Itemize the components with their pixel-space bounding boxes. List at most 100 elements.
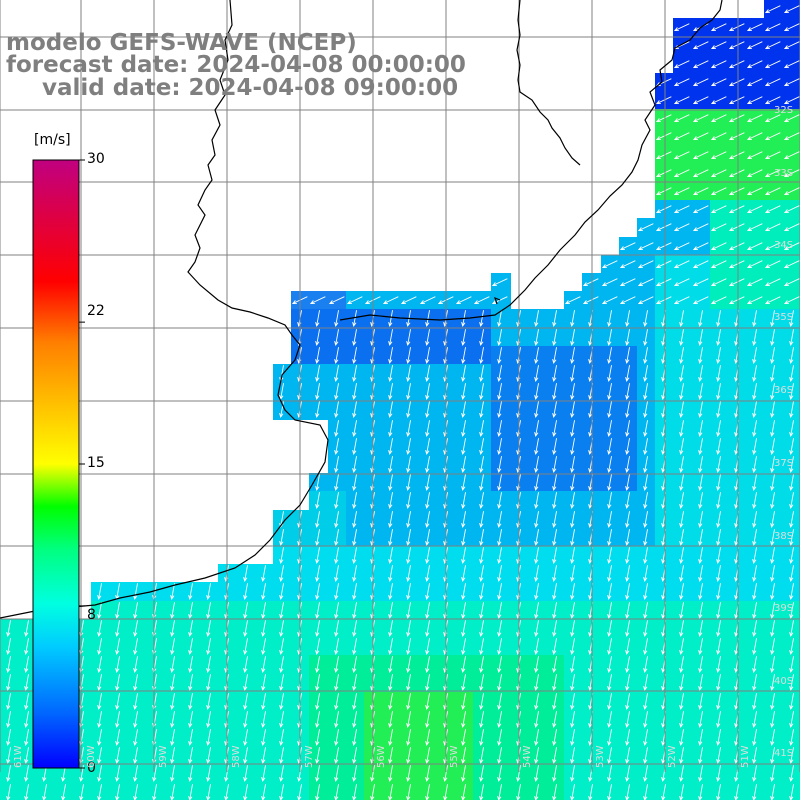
wind-cell <box>237 619 257 639</box>
wind-arrow <box>625 729 630 746</box>
wind-cell <box>291 764 311 784</box>
wind-cell <box>746 692 766 712</box>
wind-arrow <box>6 656 11 673</box>
wind-cell <box>400 619 420 639</box>
wind-cell <box>400 291 420 311</box>
wind-arrow <box>425 492 430 509</box>
wind-cell <box>510 582 530 602</box>
wind-arrow <box>334 711 339 728</box>
wind-cell <box>673 455 693 475</box>
wind-cell <box>273 564 293 584</box>
wind-arrow <box>789 656 794 673</box>
wind-cell <box>764 91 784 111</box>
wind-arrow <box>352 529 357 546</box>
wind-arrow <box>497 401 502 418</box>
wind-arrow <box>552 511 557 528</box>
wind-arrow <box>461 438 466 455</box>
wind-cell <box>127 764 147 784</box>
wind-arrow <box>716 583 721 600</box>
wind-cell <box>564 328 584 348</box>
wind-cell <box>491 637 511 657</box>
lat-label: 39S <box>774 603 794 614</box>
wind-arrow <box>619 242 636 251</box>
wind-arrow <box>334 620 339 637</box>
wind-cell <box>692 309 712 329</box>
wind-cell <box>346 437 366 457</box>
wind-arrow <box>783 132 800 141</box>
wind-cell <box>400 346 420 366</box>
wind-arrow <box>261 583 266 600</box>
wind-cell <box>364 419 384 439</box>
wind-cell <box>619 364 639 384</box>
wind-cell <box>473 655 493 675</box>
wind-arrow <box>425 693 430 710</box>
wind-cell <box>764 437 784 457</box>
wind-arrow <box>315 711 320 728</box>
wind-arrow <box>692 187 709 196</box>
wind-cell <box>619 510 639 530</box>
wind-cell <box>0 746 20 766</box>
wind-arrow <box>770 765 775 782</box>
wind-cell <box>564 346 584 366</box>
wind-arrow <box>552 365 557 382</box>
wind-arrow <box>607 747 612 764</box>
wind-arrow <box>188 656 193 673</box>
wind-cell <box>510 364 530 384</box>
wind-cell <box>382 364 402 384</box>
wind-cell <box>473 637 493 657</box>
wind-cell <box>364 437 384 457</box>
wind-cell <box>400 655 420 675</box>
wind-arrow <box>534 656 539 673</box>
wind-cell <box>0 710 20 730</box>
wind-cell <box>746 36 766 56</box>
wind-arrow <box>133 674 138 691</box>
wind-arrow <box>643 438 648 455</box>
wind-arrow <box>728 223 745 232</box>
wind-cell <box>437 637 457 657</box>
wind-cell <box>382 510 402 530</box>
wind-cell <box>346 455 366 475</box>
wind-cell <box>291 710 311 730</box>
wind-cell <box>473 309 493 329</box>
wind-cell <box>783 218 800 238</box>
wind-cell <box>746 255 766 275</box>
wind-cell <box>601 473 621 493</box>
wind-arrow <box>625 310 630 327</box>
wind-cell <box>673 473 693 493</box>
wind-arrow <box>698 347 703 364</box>
wind-arrow <box>315 547 320 564</box>
wind-arrow <box>673 296 690 305</box>
wind-arrow <box>334 438 339 455</box>
wind-arrow <box>115 693 120 710</box>
wind-arrow <box>279 674 284 691</box>
wind-cell <box>419 473 439 493</box>
wind-arrow <box>497 747 502 764</box>
wind-cell <box>109 746 129 766</box>
wind-cell <box>382 309 402 329</box>
wind-cell <box>546 419 566 439</box>
wind-arrow <box>728 151 745 160</box>
wind-cell <box>692 73 712 93</box>
wind-cell <box>510 783 530 800</box>
wind-arrow <box>188 765 193 782</box>
wind-cell <box>746 309 766 329</box>
wind-cell <box>91 710 111 730</box>
wind-arrow <box>206 747 211 764</box>
wind-arrow <box>279 602 284 619</box>
wind-arrow <box>334 365 339 382</box>
wind-cell <box>546 619 566 639</box>
wind-arrow <box>643 474 648 491</box>
wind-cell <box>783 55 800 75</box>
wind-cell <box>455 437 475 457</box>
wind-cell <box>273 601 293 621</box>
wind-arrow <box>497 492 502 509</box>
wind-arrow <box>607 456 612 473</box>
wind-cell <box>710 237 730 257</box>
wind-arrow <box>479 474 484 491</box>
wind-arrow <box>552 474 557 491</box>
wind-arrow <box>698 420 703 437</box>
wind-arrow <box>625 438 630 455</box>
wind-arrow <box>279 729 284 746</box>
wind-cell <box>491 764 511 784</box>
